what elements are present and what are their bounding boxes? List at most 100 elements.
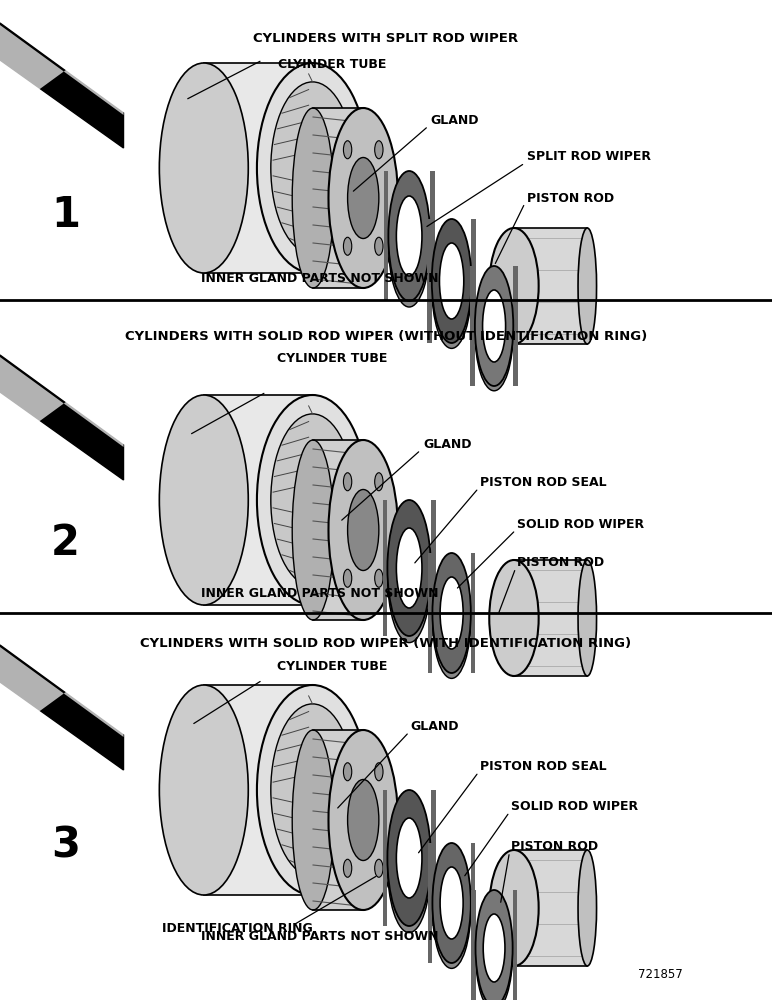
Ellipse shape (489, 560, 539, 676)
Text: 2: 2 (51, 522, 80, 564)
Bar (471, 843, 476, 963)
Ellipse shape (440, 867, 463, 939)
Ellipse shape (388, 500, 431, 636)
Bar (313, 730, 363, 910)
Ellipse shape (388, 177, 430, 307)
Ellipse shape (388, 507, 431, 643)
Bar (427, 219, 432, 343)
Ellipse shape (292, 730, 334, 910)
Ellipse shape (374, 237, 383, 255)
Text: CYLINDER TUBE: CYLINDER TUBE (277, 660, 387, 673)
Ellipse shape (347, 157, 379, 238)
Bar (470, 266, 475, 386)
Text: PISTON ROD: PISTON ROD (527, 192, 615, 205)
Ellipse shape (292, 440, 334, 620)
Text: CYLINDER TUBE: CYLINDER TUBE (277, 352, 387, 365)
Text: PISTON ROD: PISTON ROD (511, 840, 598, 854)
Text: CYLINDERS WITH SOLID ROD WIPER (WITHOUT IDENTIFICATION RING): CYLINDERS WITH SOLID ROD WIPER (WITHOUT … (125, 330, 647, 343)
Ellipse shape (388, 790, 431, 926)
Text: GLAND: GLAND (411, 720, 459, 734)
Text: PISTON ROD: PISTON ROD (517, 556, 604, 568)
Bar (204, 63, 313, 273)
Ellipse shape (347, 780, 379, 860)
Bar (471, 890, 476, 1000)
Ellipse shape (432, 553, 471, 673)
Bar (431, 790, 435, 926)
Ellipse shape (374, 141, 383, 159)
Polygon shape (0, 25, 124, 118)
Ellipse shape (439, 243, 464, 319)
Ellipse shape (475, 266, 513, 386)
Polygon shape (0, 645, 124, 770)
Ellipse shape (374, 473, 383, 491)
Ellipse shape (482, 290, 506, 362)
Text: SPLIT ROD WIPER: SPLIT ROD WIPER (527, 149, 652, 162)
Ellipse shape (328, 440, 398, 620)
Ellipse shape (374, 859, 383, 877)
Text: INNER GLAND PARTS NOT SHOWN: INNER GLAND PARTS NOT SHOWN (201, 272, 438, 285)
Bar (472, 219, 476, 343)
Ellipse shape (432, 848, 471, 968)
Polygon shape (0, 355, 124, 480)
Bar (313, 108, 363, 288)
Text: PISTON ROD SEAL: PISTON ROD SEAL (480, 476, 607, 488)
Ellipse shape (344, 763, 352, 781)
Ellipse shape (432, 558, 471, 678)
Ellipse shape (271, 82, 354, 254)
Ellipse shape (257, 63, 368, 273)
Polygon shape (0, 23, 124, 148)
Ellipse shape (396, 196, 422, 276)
Text: IDENTIFICATION RING: IDENTIFICATION RING (162, 922, 313, 934)
Text: CYLINDERS WITH SPLIT ROD WIPER: CYLINDERS WITH SPLIT ROD WIPER (253, 32, 519, 45)
Ellipse shape (578, 850, 597, 966)
Bar (383, 500, 388, 636)
Text: INNER GLAND PARTS NOT SHOWN: INNER GLAND PARTS NOT SHOWN (201, 930, 438, 943)
Ellipse shape (388, 797, 431, 933)
Ellipse shape (344, 473, 352, 491)
Ellipse shape (271, 704, 354, 876)
Ellipse shape (344, 569, 352, 587)
Bar (513, 266, 518, 386)
Text: CYLINDERS WITH SOLID ROD WIPER (WITH IDENTIFICATION RING): CYLINDERS WITH SOLID ROD WIPER (WITH IDE… (141, 637, 631, 650)
Ellipse shape (344, 141, 352, 159)
Ellipse shape (328, 730, 398, 910)
Ellipse shape (476, 895, 513, 1000)
Ellipse shape (489, 228, 539, 344)
Bar (514, 850, 587, 966)
Bar (428, 553, 432, 673)
Text: SOLID ROD WIPER: SOLID ROD WIPER (511, 800, 638, 812)
Bar (428, 843, 432, 963)
Bar (204, 685, 313, 895)
Ellipse shape (483, 914, 505, 982)
Bar (384, 171, 388, 301)
Ellipse shape (374, 763, 383, 781)
Polygon shape (0, 357, 124, 450)
Ellipse shape (344, 237, 352, 255)
Text: INNER GLAND PARTS NOT SHOWN: INNER GLAND PARTS NOT SHOWN (201, 587, 438, 600)
Ellipse shape (432, 224, 472, 348)
Ellipse shape (271, 414, 354, 586)
Bar (204, 395, 313, 605)
Ellipse shape (396, 528, 422, 608)
Text: 721857: 721857 (638, 968, 682, 982)
Bar (313, 440, 363, 620)
Bar (514, 228, 587, 344)
Ellipse shape (344, 859, 352, 877)
Ellipse shape (292, 108, 334, 288)
Ellipse shape (257, 395, 368, 605)
Ellipse shape (432, 219, 472, 343)
Ellipse shape (388, 171, 430, 301)
Ellipse shape (328, 108, 398, 288)
Text: SOLID ROD WIPER: SOLID ROD WIPER (517, 518, 645, 532)
Ellipse shape (257, 685, 368, 895)
Bar (513, 890, 517, 1000)
Ellipse shape (396, 818, 422, 898)
Text: 3: 3 (51, 824, 80, 866)
Bar (383, 790, 388, 926)
Ellipse shape (347, 489, 379, 570)
Text: 1: 1 (51, 194, 80, 236)
Ellipse shape (159, 63, 249, 273)
Ellipse shape (432, 843, 471, 963)
Bar (514, 560, 587, 676)
Ellipse shape (159, 685, 249, 895)
